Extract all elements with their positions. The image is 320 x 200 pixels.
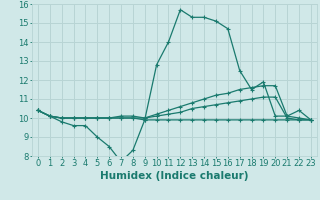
X-axis label: Humidex (Indice chaleur): Humidex (Indice chaleur) bbox=[100, 171, 249, 181]
